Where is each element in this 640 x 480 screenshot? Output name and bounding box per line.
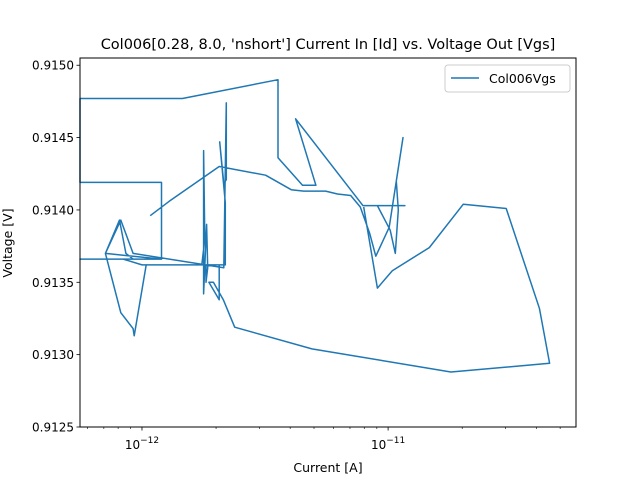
legend: Col006Vgs bbox=[444, 64, 571, 93]
x-axis-ticks: 10−12 10−11 bbox=[87, 427, 561, 452]
plot-frame bbox=[79, 57, 577, 428]
series-line-0 bbox=[79, 78, 551, 373]
legend-label: Col006Vgs bbox=[489, 71, 556, 86]
x-tick-label: 10−12 bbox=[125, 436, 159, 452]
y-tick-label: 0.9150 bbox=[32, 59, 74, 73]
x-tick-label-exponent: −12 bbox=[140, 436, 159, 446]
x-axis-label: Current [A] bbox=[293, 460, 362, 475]
y-axis-label: Voltage [V] bbox=[0, 208, 15, 277]
y-tick-label: 0.9145 bbox=[32, 131, 74, 145]
y-tick-label: 0.9140 bbox=[32, 203, 74, 217]
x-tick-label-base: 10 bbox=[371, 438, 386, 452]
y-axis-ticks: 0.9125 0.9130 0.9135 0.9140 0.9145 0.9150 bbox=[32, 59, 80, 435]
x-tick-label-base: 10 bbox=[125, 438, 140, 452]
y-tick-label: 0.9125 bbox=[32, 421, 74, 435]
x-tick-label-exponent: −11 bbox=[386, 436, 405, 446]
y-tick-label: 0.9130 bbox=[32, 348, 74, 362]
y-tick-label: 0.9135 bbox=[32, 276, 74, 290]
series-layer bbox=[79, 78, 551, 373]
legend-box bbox=[444, 64, 571, 93]
chart-title: Col006[0.28, 8.0, 'nshort'] Current In [… bbox=[101, 37, 556, 53]
x-tick-label: 10−11 bbox=[371, 436, 405, 452]
